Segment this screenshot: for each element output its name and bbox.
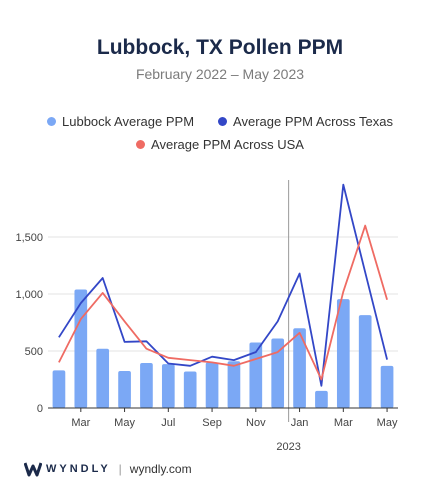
y-tick-label: 500	[25, 346, 43, 358]
chart-subtitle: February 2022 – May 2023	[135, 66, 305, 82]
bar	[227, 361, 241, 408]
bar	[140, 362, 153, 408]
bar	[118, 370, 131, 408]
legend-swatch-texas	[218, 117, 228, 126]
usa-line	[58, 224, 388, 381]
x-tick-label: May	[114, 417, 135, 429]
legend-swatch-lubbock	[47, 117, 57, 126]
y-tick-label: 0	[37, 403, 43, 415]
legend: Lubbock Average PPM Average PPM Across T…	[0, 114, 440, 160]
bar	[380, 365, 394, 408]
x-tick-label: Jul	[161, 417, 175, 429]
bar	[293, 328, 306, 408]
x-tick-label: Mar	[334, 417, 353, 429]
x-tick-label: Nov	[246, 417, 266, 429]
legend-label-lubbock: Lubbock Average PPM	[62, 114, 195, 129]
footer-url: wyndly.com	[129, 462, 192, 476]
bar	[74, 289, 88, 408]
y-tick-label: 1,000	[15, 289, 43, 301]
bar	[52, 370, 66, 408]
legend-swatch-usa	[136, 140, 146, 149]
bar	[183, 371, 197, 408]
x-tick-label: Mar	[71, 417, 90, 429]
year-label: 2023	[276, 441, 300, 453]
legend-label-usa: Average PPM Across USA	[151, 137, 304, 152]
brand-name: WYNDLY	[46, 463, 111, 475]
footer-separator: |	[118, 462, 122, 476]
bar	[358, 315, 372, 408]
footer: WYNDLY | wyndly.com	[24, 461, 192, 477]
texas-line	[58, 183, 388, 387]
bar	[271, 338, 285, 408]
legend-item-texas: Average PPM Across Texas	[218, 114, 393, 129]
bar	[336, 299, 350, 408]
legend-label-texas: Average PPM Across Texas	[233, 114, 393, 129]
x-tick-label: May	[377, 417, 398, 429]
x-tick-label: Sep	[202, 417, 222, 429]
wyndly-logo-icon	[24, 462, 42, 477]
legend-item-usa: Average PPM Across USA	[136, 137, 304, 152]
legend-item-lubbock: Lubbock Average PPM	[47, 114, 194, 129]
y-tick-label: 1,500	[15, 232, 43, 244]
chart-title: Lubbock, TX Pollen PPM	[96, 36, 344, 59]
bar	[315, 390, 328, 408]
bar	[205, 362, 219, 408]
bar	[161, 364, 175, 408]
x-tick-label: Jan	[291, 417, 309, 429]
bar	[96, 348, 110, 408]
